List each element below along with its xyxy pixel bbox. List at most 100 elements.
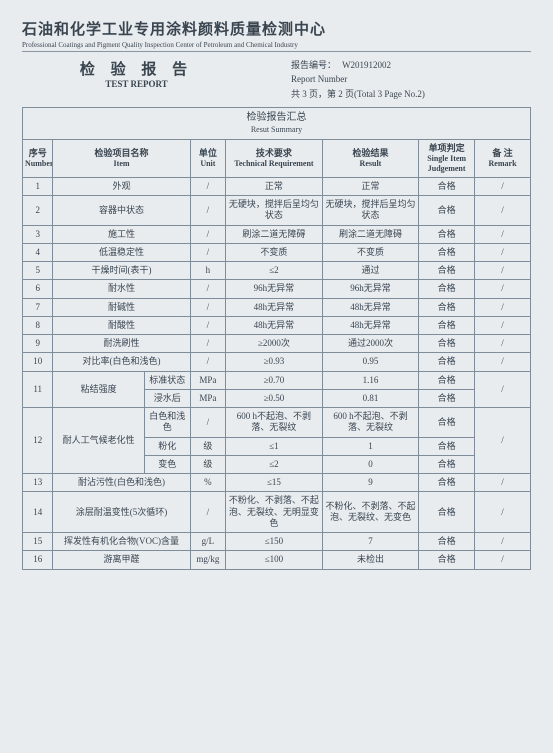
cell-unit: g/L xyxy=(190,533,226,551)
cell-req: 48h无异常 xyxy=(226,316,323,334)
cell-sub: 浸水后 xyxy=(144,389,190,407)
cell-item: 容器中状态 xyxy=(53,196,190,226)
cell-req: ≥0.50 xyxy=(226,389,323,407)
header-row: 序号Number 检验项目名称Item 单位Unit 技术要求Technical… xyxy=(23,139,531,177)
cell-judge: 合格 xyxy=(419,196,475,226)
cell-remark: / xyxy=(475,280,531,298)
col-res: 检验结果Result xyxy=(322,139,419,177)
table-row: 12 耐人工气候老化性 白色和浅色 / 600 h不起泡、不剥落、无裂纹 600… xyxy=(23,408,531,438)
summary-title-en: Resut Summary xyxy=(27,125,526,135)
cell-num: 15 xyxy=(23,533,53,551)
cell-res: 0 xyxy=(322,455,419,473)
cell-req: ≤100 xyxy=(226,551,323,569)
cell-sub: 粉化 xyxy=(144,437,190,455)
table-row: 4低温稳定性/不变质不变质合格/ xyxy=(23,243,531,261)
report-no-value: W201912002 xyxy=(342,58,391,72)
cell-req: ≥2000次 xyxy=(226,335,323,353)
cell-req: ≥0.93 xyxy=(226,353,323,371)
table-row: 7耐碱性/48h无异常48h无异常合格/ xyxy=(23,298,531,316)
report-title-en: TEST REPORT xyxy=(22,79,251,89)
cell-num: 16 xyxy=(23,551,53,569)
cell-remark: / xyxy=(475,371,531,408)
cell-res: 刷涂二道无障碍 xyxy=(322,225,419,243)
summary-title: 检验报告汇总 Resut Summary xyxy=(23,108,531,140)
cell-item: 耐碱性 xyxy=(53,298,190,316)
cell-judge: 合格 xyxy=(419,280,475,298)
cell-unit: / xyxy=(190,335,226,353)
cell-req: 96h无异常 xyxy=(226,280,323,298)
cell-judge: 合格 xyxy=(419,353,475,371)
cell-judge: 合格 xyxy=(419,335,475,353)
table-row: 14涂层耐温变性(5次循环)/不粉化、不剥落、不起泡、无裂纹、无明显变色不粉化、… xyxy=(23,492,531,533)
org-title-en: Professional Coatings and Pigment Qualit… xyxy=(22,41,531,49)
cell-num: 8 xyxy=(23,316,53,334)
cell-item: 涂层耐温变性(5次循环) xyxy=(53,492,190,533)
cell-num: 7 xyxy=(23,298,53,316)
cell-unit: 级 xyxy=(190,455,226,473)
cell-req: ≤150 xyxy=(226,533,323,551)
cell-unit: mg/kg xyxy=(190,551,226,569)
cell-req: ≤2 xyxy=(226,262,323,280)
cell-item: 耐洗刷性 xyxy=(53,335,190,353)
cell-req: 不变质 xyxy=(226,243,323,261)
cell-unit: / xyxy=(190,243,226,261)
cell-num: 14 xyxy=(23,492,53,533)
cell-remark: / xyxy=(475,533,531,551)
cell-judge: 合格 xyxy=(419,389,475,407)
table-row: 3施工性/刷涂二道无障碍刷涂二道无障碍合格/ xyxy=(23,225,531,243)
cell-judge: 合格 xyxy=(419,262,475,280)
cell-remark: / xyxy=(475,335,531,353)
cell-num: 12 xyxy=(23,408,53,474)
col-rem: 备 注Remark xyxy=(475,139,531,177)
cell-num: 11 xyxy=(23,371,53,408)
cell-item: 粘结强度 xyxy=(53,371,144,408)
cell-num: 1 xyxy=(23,177,53,195)
cell-res: 48h无异常 xyxy=(322,316,419,334)
summary-title-cn: 检验报告汇总 xyxy=(27,112,526,125)
cell-unit: / xyxy=(190,196,226,226)
cell-num: 2 xyxy=(23,196,53,226)
cell-item: 耐沾污性(白色和浅色) xyxy=(53,474,190,492)
cell-res: 未检出 xyxy=(322,551,419,569)
cell-judge: 合格 xyxy=(419,474,475,492)
table-row: 2容器中状态/无硬块，搅拌后呈均匀状态无硬块，搅拌后呈均匀状态合格/ xyxy=(23,196,531,226)
cell-item: 耐人工气候老化性 xyxy=(53,408,144,474)
cell-item: 低温稳定性 xyxy=(53,243,190,261)
report-meta-block: 检 验 报 告 TEST REPORT 报告编号： W201912002 Rep… xyxy=(22,58,531,101)
cell-res: 1 xyxy=(322,437,419,455)
cell-judge: 合格 xyxy=(419,533,475,551)
cell-unit: % xyxy=(190,474,226,492)
cell-sub: 变色 xyxy=(144,455,190,473)
cell-item: 干燥时间(表干) xyxy=(53,262,190,280)
cell-unit: / xyxy=(190,225,226,243)
cell-judge: 合格 xyxy=(419,243,475,261)
cell-req: 48h无异常 xyxy=(226,298,323,316)
report-table: 检验报告汇总 Resut Summary 序号Number 检验项目名称Item… xyxy=(22,107,531,570)
cell-req: ≥0.70 xyxy=(226,371,323,389)
table-row: 9耐洗刷性/≥2000次通过2000次合格/ xyxy=(23,335,531,353)
col-judge: 单项判定Single Item Judgement xyxy=(419,139,475,177)
cell-judge: 合格 xyxy=(419,455,475,473)
cell-req: 不粉化、不剥落、不起泡、无裂纹、无明显变色 xyxy=(226,492,323,533)
cell-judge: 合格 xyxy=(419,177,475,195)
col-num: 序号Number xyxy=(23,139,53,177)
cell-judge: 合格 xyxy=(419,371,475,389)
table-row: 5干燥时间(表干)h≤2通过合格/ xyxy=(23,262,531,280)
cell-req: ≤2 xyxy=(226,455,323,473)
table-row: 6耐水性/96h无异常96h无异常合格/ xyxy=(23,280,531,298)
col-item: 检验项目名称Item xyxy=(53,139,190,177)
cell-req: ≤1 xyxy=(226,437,323,455)
cell-remark: / xyxy=(475,298,531,316)
cell-res: 0.81 xyxy=(322,389,419,407)
cell-res: 48h无异常 xyxy=(322,298,419,316)
cell-remark: / xyxy=(475,474,531,492)
cell-req: ≤15 xyxy=(226,474,323,492)
cell-remark: / xyxy=(475,408,531,474)
cell-num: 13 xyxy=(23,474,53,492)
cell-res: 1.16 xyxy=(322,371,419,389)
table-row: 16游离甲醛mg/kg≤100未检出合格/ xyxy=(23,551,531,569)
cell-remark: / xyxy=(475,353,531,371)
cell-res: 通过 xyxy=(322,262,419,280)
cell-remark: / xyxy=(475,225,531,243)
cell-unit: h xyxy=(190,262,226,280)
